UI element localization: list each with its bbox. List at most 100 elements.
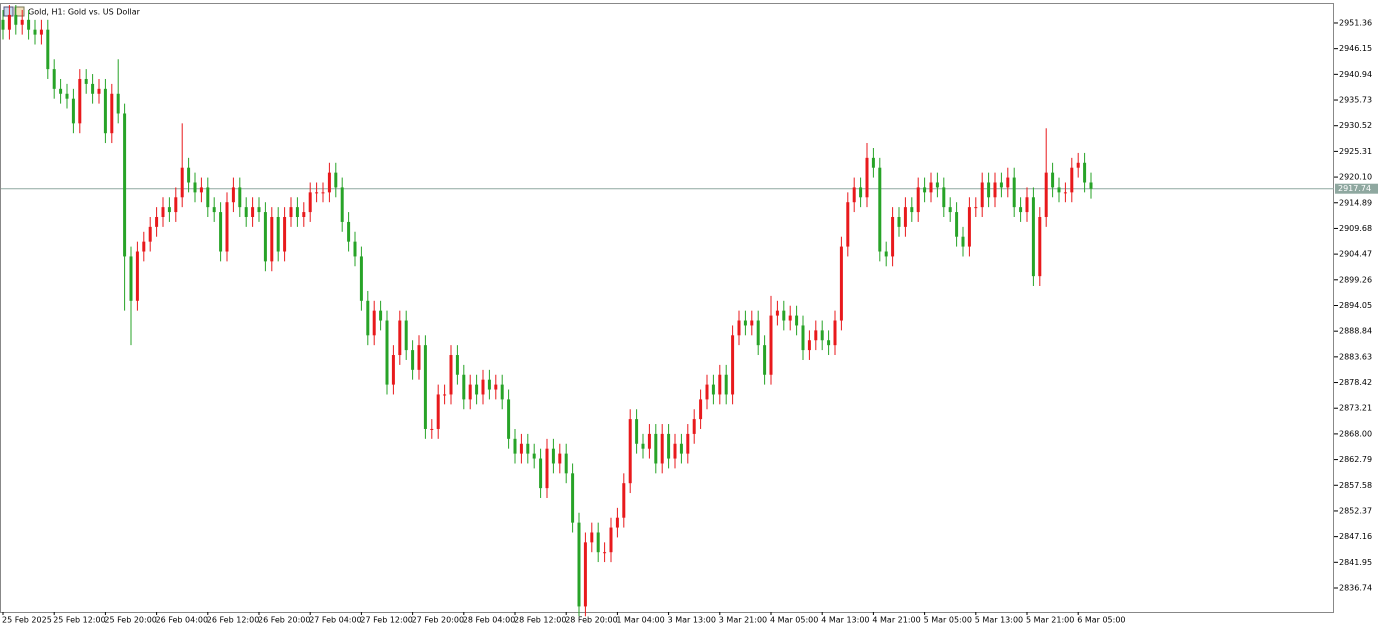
candle-body	[283, 217, 287, 252]
x-tick-label: 4 Mar 05:00	[770, 616, 818, 625]
x-tick-label: 26 Feb 12:00	[207, 616, 259, 625]
candle-body	[27, 19, 31, 30]
candle-body	[231, 187, 235, 203]
candle-body	[756, 320, 760, 346]
candle-body	[641, 443, 645, 449]
candle-body	[833, 320, 837, 346]
candle-body	[596, 532, 600, 553]
candle-body	[513, 438, 517, 454]
candle-body	[219, 212, 223, 252]
candle-body	[801, 325, 805, 351]
candle-body	[462, 374, 466, 400]
x-tick-label: 5 Mar 05:00	[924, 616, 972, 625]
candle-body	[334, 172, 338, 188]
candle-body	[929, 182, 933, 193]
candle-body	[289, 207, 293, 218]
candle-body	[39, 29, 43, 35]
candle-body	[391, 355, 395, 385]
candle-body	[110, 93, 114, 134]
candle-body	[897, 217, 901, 227]
candle-body	[923, 187, 927, 193]
candle-body	[423, 345, 427, 429]
candle-body	[699, 399, 703, 420]
x-tick-label: 25 Feb 20:00	[104, 616, 156, 625]
y-tick-label: 2888.84	[1339, 327, 1372, 336]
candle-body	[449, 355, 453, 395]
candle-body	[1089, 182, 1093, 189]
candle-body	[327, 172, 331, 193]
plot-frame	[0, 3, 1334, 613]
candle-body	[955, 212, 959, 237]
candle-body	[583, 542, 587, 607]
candle-body	[468, 384, 472, 400]
candle-body	[1031, 197, 1035, 277]
candle-body	[270, 217, 274, 262]
candle-body	[558, 453, 562, 464]
candle-body	[71, 98, 75, 124]
candle-body	[347, 221, 351, 242]
candle-body	[14, 14, 18, 25]
candle-body	[999, 182, 1003, 188]
candle-body	[993, 182, 997, 198]
candle-body	[891, 217, 895, 257]
candle-body	[161, 207, 165, 218]
x-tick-label: 26 Feb 04:00	[156, 616, 208, 625]
candle-body	[987, 182, 991, 198]
candle-body	[33, 29, 37, 35]
candle-body	[718, 374, 722, 395]
y-tick-label: 2899.26	[1339, 275, 1372, 284]
candle-body	[948, 207, 952, 213]
candle-body	[654, 433, 658, 464]
candle-body	[404, 320, 408, 351]
candle-body	[308, 192, 312, 213]
x-tick-label: 4 Mar 13:00	[821, 616, 869, 625]
candle-body	[475, 384, 479, 395]
candle-body	[379, 310, 383, 321]
candle-body	[1012, 177, 1016, 208]
y-tick-label: 2847.16	[1339, 532, 1372, 541]
candle-body	[724, 374, 728, 395]
y-tick-label: 2946.15	[1339, 44, 1372, 53]
candle-body	[846, 202, 850, 247]
candle-body	[910, 207, 914, 213]
y-tick-label: 2873.21	[1339, 404, 1372, 413]
candle-body	[711, 384, 715, 395]
candle-body	[590, 532, 594, 543]
candle-body	[20, 19, 24, 25]
y-tick-label: 2904.47	[1339, 250, 1372, 259]
candle-body	[916, 187, 920, 213]
candle-body	[494, 384, 498, 390]
candle-body	[353, 241, 357, 257]
y-tick-label: 2925.31	[1339, 147, 1372, 156]
y-tick-label: 2836.74	[1339, 583, 1372, 592]
candle-body	[660, 433, 664, 464]
candle-body	[340, 187, 344, 222]
candle-body	[443, 394, 447, 396]
y-tick-label: 2878.42	[1339, 378, 1372, 387]
candle-body	[507, 399, 511, 439]
candle-body	[807, 340, 811, 351]
candle-body	[251, 207, 255, 218]
candle-body	[1051, 172, 1055, 188]
y-tick-label: 2914.89	[1339, 198, 1372, 207]
candle-body	[129, 256, 133, 301]
candle-body	[750, 320, 754, 326]
x-tick-label: 25 Feb 12:00	[53, 616, 105, 625]
candle-body	[737, 320, 741, 336]
y-tick-label: 2951.36	[1339, 18, 1372, 27]
y-tick-label: 2894.05	[1339, 301, 1372, 310]
candle-body	[961, 236, 965, 247]
x-tick-label: 5 Mar 21:00	[1026, 616, 1074, 625]
candle-body	[436, 394, 440, 429]
candle-body	[1057, 187, 1061, 193]
candle-body	[865, 157, 869, 198]
candle-body	[763, 345, 767, 375]
candle-body	[78, 78, 82, 124]
x-tick-label: 3 Mar 21:00	[719, 616, 767, 625]
candle-body	[1025, 197, 1029, 213]
candle-body	[628, 419, 632, 484]
x-tick-label: 25 Feb 2025	[2, 616, 52, 625]
candle-body	[180, 167, 184, 198]
candle-body	[935, 182, 939, 188]
